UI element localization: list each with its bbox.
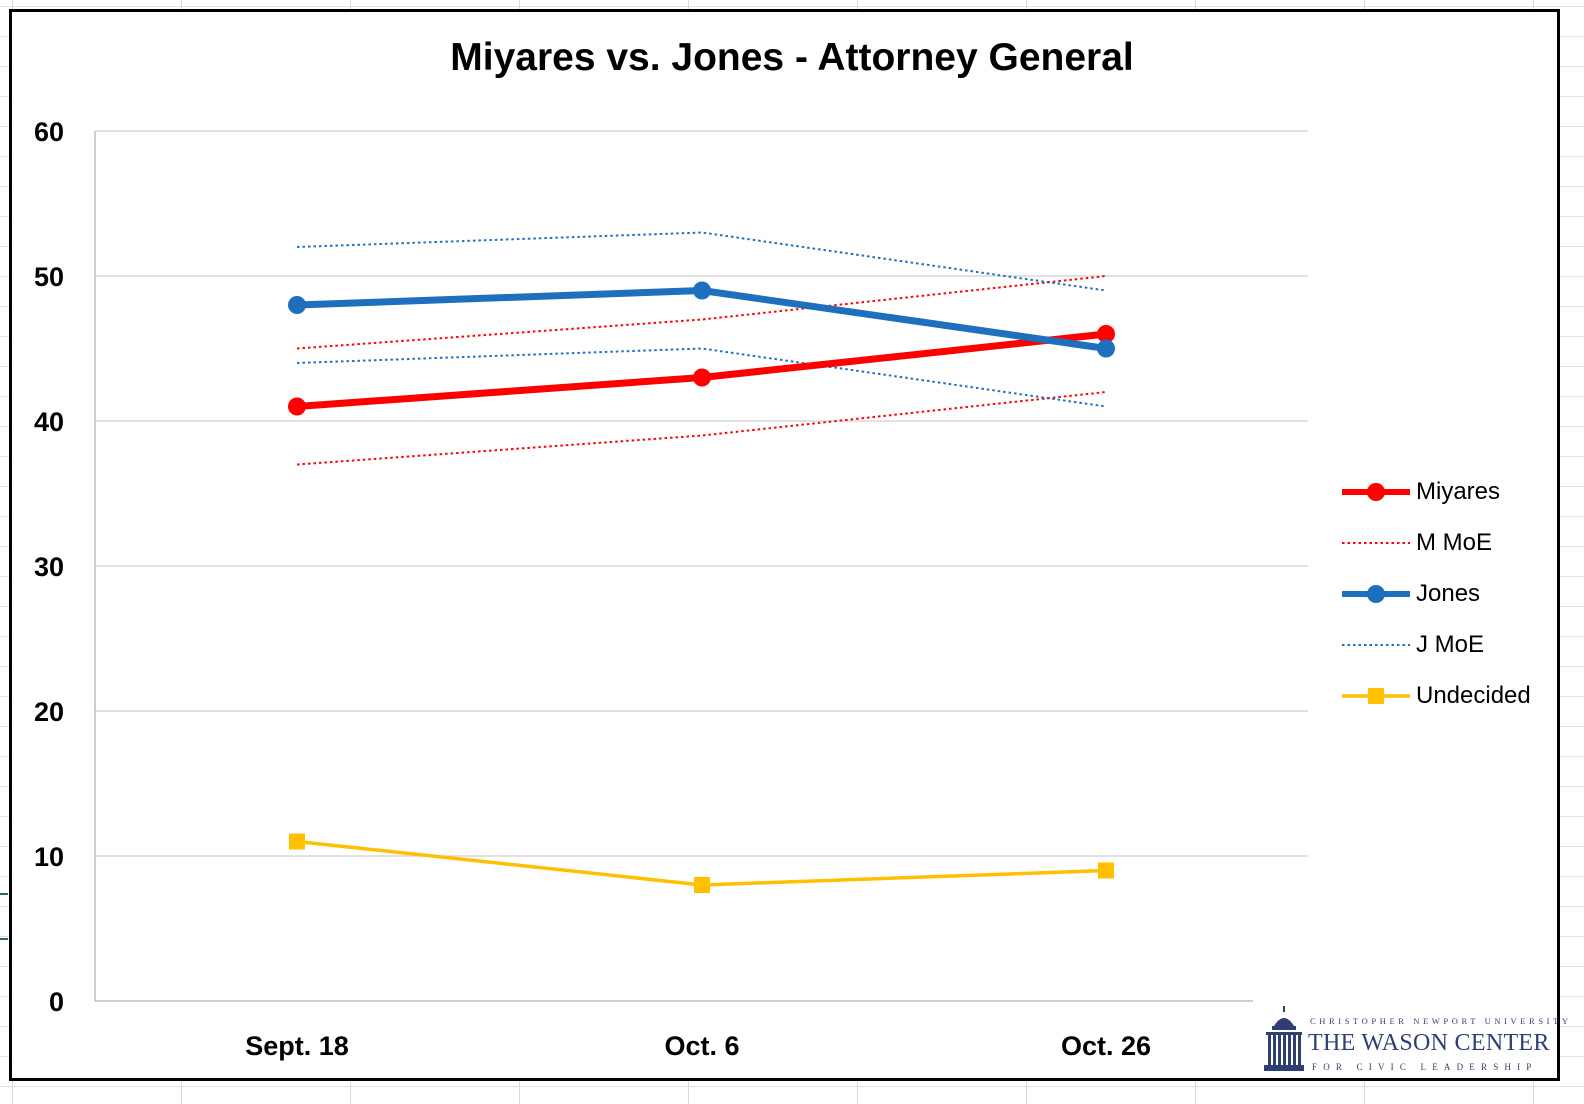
legend-item-undecided: Undecided xyxy=(1340,670,1560,721)
legend-item-m-moe: M MoE xyxy=(1340,517,1560,568)
chart-legend: Miyares M MoE Jones J MoE Undecided xyxy=(1340,466,1560,721)
legend-item-j-moe: J MoE xyxy=(1340,619,1560,670)
m-moe-lower-line xyxy=(296,391,1107,466)
legend-item-miyares: Miyares xyxy=(1340,466,1560,517)
legend-label: Jones xyxy=(1416,579,1481,607)
j-moe-lower-line xyxy=(296,347,1107,408)
j-moe-upper-line xyxy=(296,231,1107,292)
undecided-point xyxy=(1098,862,1114,879)
legend-label: M MoE xyxy=(1416,528,1493,556)
jones-point xyxy=(288,296,306,314)
y-tick-label: 40 xyxy=(34,407,64,437)
legend-label: Undecided xyxy=(1416,681,1531,709)
m-moe-upper-line xyxy=(296,275,1107,350)
legend-swatch-m-moe xyxy=(1342,541,1410,544)
jones-point xyxy=(1097,339,1115,358)
x-tick-label: Oct. 26 xyxy=(1061,1031,1151,1061)
logo-center-name: THE WASON CENTER xyxy=(1308,1030,1550,1056)
y-tick-label: 30 xyxy=(34,552,64,582)
y-tick-label: 10 xyxy=(34,842,64,872)
cell-border-mark xyxy=(0,893,8,895)
y-tick-label: 60 xyxy=(34,117,64,147)
legend-swatch-j-moe xyxy=(1342,643,1410,646)
capitol-dome-icon xyxy=(1264,1006,1304,1071)
undecided-point xyxy=(289,833,305,850)
miyares-point xyxy=(693,368,711,387)
legend-label: J MoE xyxy=(1416,630,1485,658)
logo-tagline: FOR CIVIC LEADERSHIP xyxy=(1312,1062,1538,1072)
legend-swatch-miyares xyxy=(1342,482,1410,501)
undecided-point xyxy=(694,877,710,893)
miyares-point xyxy=(288,397,306,416)
y-tick-label: 20 xyxy=(34,697,64,727)
legend-marker xyxy=(1367,482,1385,501)
chart-frame[interactable] xyxy=(9,9,1560,1081)
x-tick-label: Oct. 6 xyxy=(664,1031,739,1061)
legend-swatch-undecided xyxy=(1342,687,1410,704)
cell-border-mark xyxy=(0,938,8,940)
legend-marker xyxy=(1368,687,1384,704)
legend-swatch-jones xyxy=(1342,584,1410,603)
wason-center-logo: CHRISTOPHER NEWPORT UNIVERSITY THE WASON… xyxy=(1262,1004,1568,1076)
y-tick-label: 0 xyxy=(49,987,64,1017)
chart-title: Miyares vs. Jones - Attorney General xyxy=(450,36,1134,79)
jones-point xyxy=(693,281,711,300)
legend-marker xyxy=(1367,584,1385,603)
logo-university-text: CHRISTOPHER NEWPORT UNIVERSITY xyxy=(1310,1016,1572,1026)
x-tick-label: Sept. 18 xyxy=(245,1031,349,1061)
legend-label: Miyares xyxy=(1416,477,1501,505)
y-tick-label: 50 xyxy=(34,262,64,292)
legend-item-jones: Jones xyxy=(1340,568,1560,619)
miyares-point xyxy=(1097,325,1115,343)
